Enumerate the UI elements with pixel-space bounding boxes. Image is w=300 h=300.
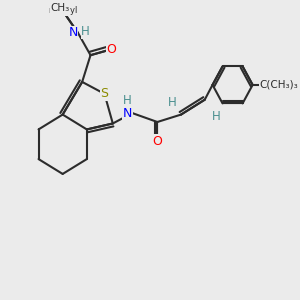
Text: H: H [81,25,90,38]
Text: N: N [123,106,132,120]
Text: methyl: methyl [48,6,77,15]
Text: O: O [106,43,116,56]
Text: CH₃: CH₃ [50,3,70,13]
Text: O: O [152,135,162,148]
Text: H: H [212,110,220,123]
Text: N: N [68,26,78,39]
Text: S: S [100,87,109,100]
Text: H: H [123,94,132,107]
Text: H: H [168,96,177,109]
Text: C(CH₃)₃: C(CH₃)₃ [260,80,298,90]
